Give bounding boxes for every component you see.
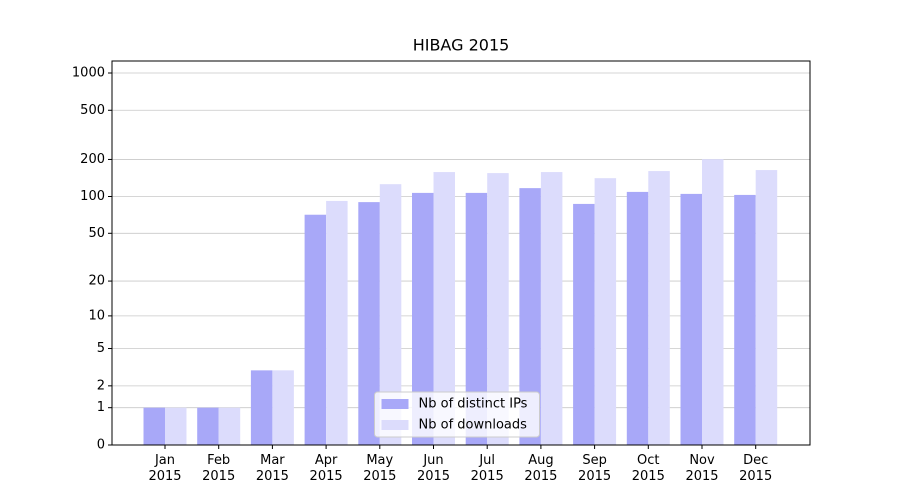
bar — [143, 407, 165, 445]
legend-box — [374, 391, 540, 438]
plot-frame — [111, 60, 811, 446]
bar — [165, 407, 187, 445]
x-tick-label: Oct 2015 — [631, 453, 665, 484]
bar — [573, 203, 595, 445]
x-tick-label: Feb 2015 — [202, 453, 236, 484]
legend-swatch — [381, 420, 409, 430]
bar — [433, 172, 455, 445]
y-tick-label: 50 — [88, 226, 105, 241]
bar — [412, 192, 434, 445]
y-tick-label: 10 — [88, 308, 105, 323]
legend-label: Nb of distinct IPs — [419, 397, 528, 412]
bar — [218, 407, 241, 445]
bar — [540, 172, 563, 445]
y-tick-label: 1 — [97, 400, 105, 415]
legend-swatch — [381, 399, 409, 409]
x-tick-label: Jun 2015 — [416, 453, 451, 484]
y-tick-label: 500 — [80, 103, 105, 118]
x-tick-label: Jul 2015 — [470, 453, 504, 484]
y-tick-label: 2 — [97, 378, 105, 393]
bar — [272, 370, 294, 445]
bar — [197, 407, 219, 445]
bar — [250, 370, 273, 445]
bar — [519, 188, 541, 445]
bar — [465, 192, 488, 445]
bar — [755, 170, 778, 445]
y-tick-label: 20 — [88, 274, 105, 289]
y-tick-label: 0 — [97, 438, 105, 453]
x-tick-label: Dec 2015 — [739, 453, 773, 484]
bar — [594, 178, 617, 445]
x-tick-label: Sep 2015 — [578, 453, 612, 484]
legend: Nb of distinct IPs Nb of downloads — [374, 391, 540, 438]
bar — [626, 191, 649, 445]
y-tick-label: 200 — [80, 152, 105, 167]
legend-label: Nb of downloads — [419, 418, 528, 433]
bar — [702, 159, 724, 445]
bar — [487, 173, 509, 445]
bar — [648, 171, 670, 446]
chart-title: HIBAG 2015 — [413, 36, 510, 55]
y-tick-label: 1000 — [72, 66, 105, 81]
bar — [734, 194, 756, 445]
x-tick-label: Mar 2015 — [255, 453, 289, 484]
x-tick-label: May 2015 — [363, 453, 397, 484]
x-tick-label: Nov 2015 — [685, 453, 719, 484]
x-tick-label: Aug 2015 — [524, 453, 558, 484]
y-tick-label: 5 — [97, 341, 105, 356]
bar — [379, 184, 402, 445]
bar — [358, 202, 380, 445]
x-tick-label: Apr 2015 — [309, 453, 343, 484]
bar — [304, 214, 327, 445]
x-tick-label: Jan 2015 — [148, 453, 182, 484]
bar — [326, 200, 348, 445]
y-tick-label: 100 — [80, 189, 105, 204]
bar — [680, 193, 702, 445]
